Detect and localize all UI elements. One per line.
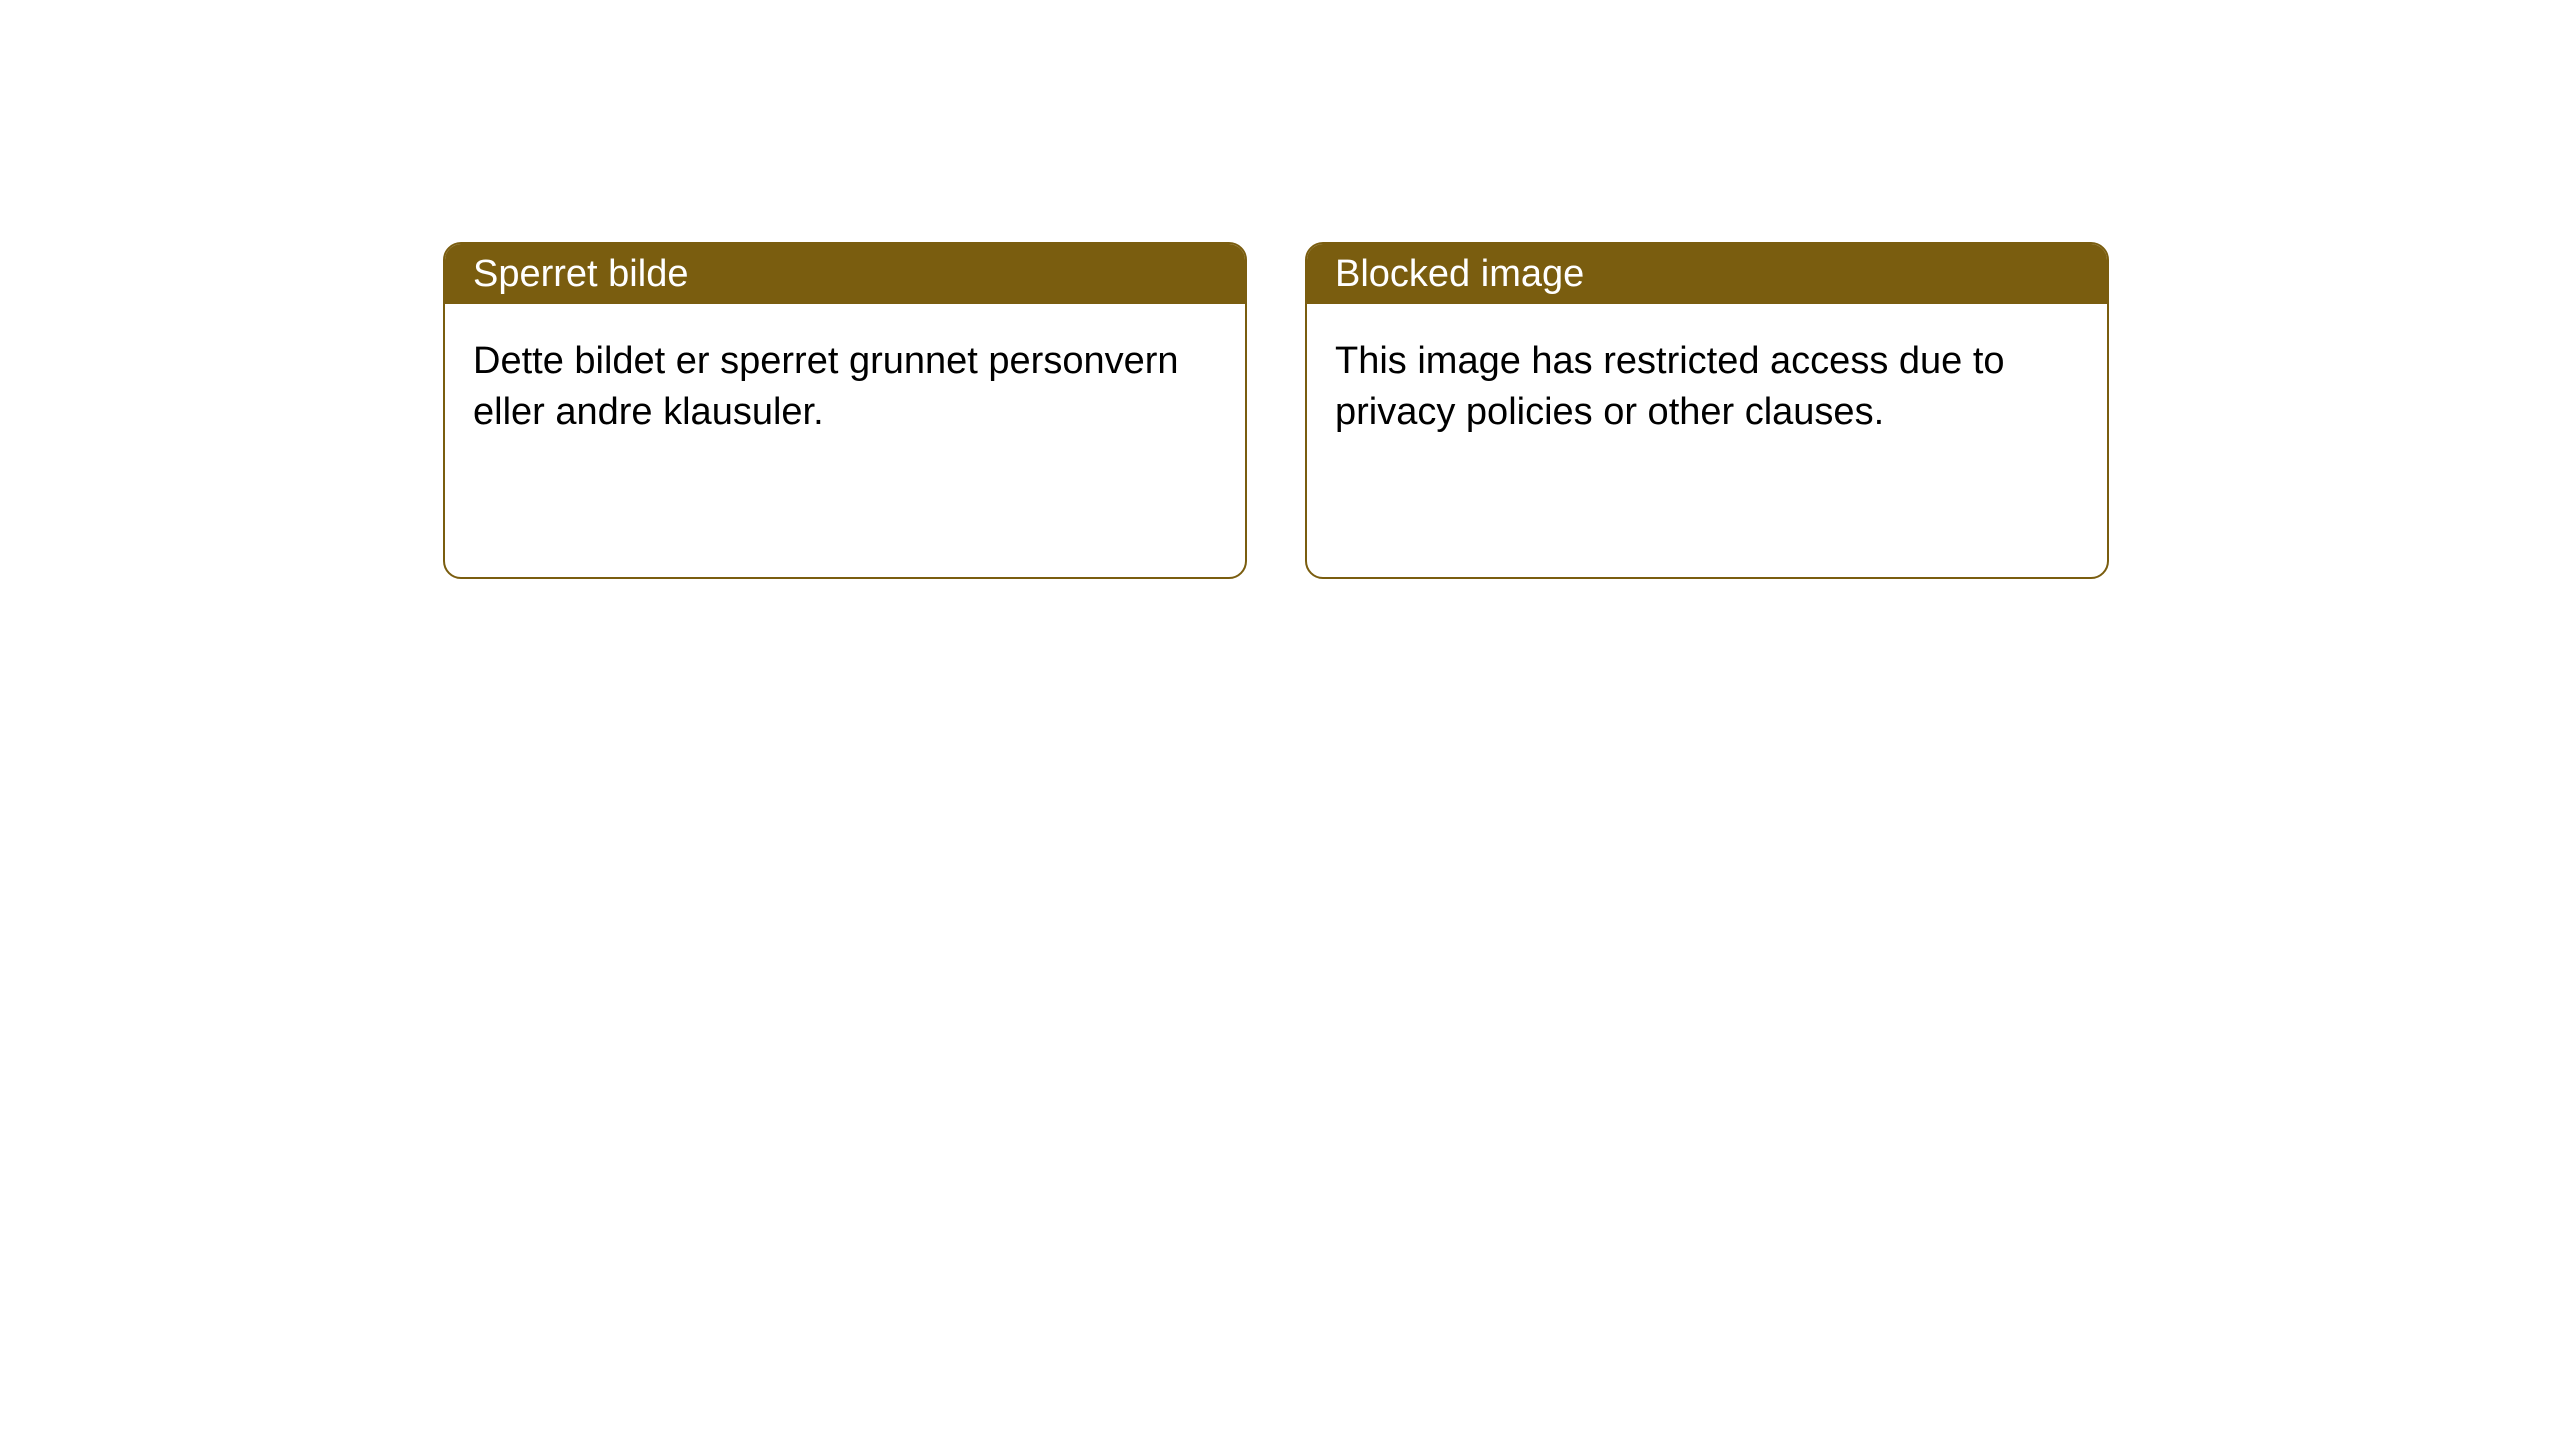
- notice-card-norwegian: Sperret bilde Dette bildet er sperret gr…: [443, 242, 1247, 579]
- card-header: Blocked image: [1307, 244, 2107, 304]
- card-body-text: This image has restricted access due to …: [1335, 340, 2005, 433]
- notice-cards-container: Sperret bilde Dette bildet er sperret gr…: [443, 242, 2109, 579]
- card-header: Sperret bilde: [445, 244, 1245, 304]
- card-title: Sperret bilde: [473, 253, 688, 296]
- card-body: Dette bildet er sperret grunnet personve…: [445, 304, 1245, 471]
- card-body: This image has restricted access due to …: [1307, 304, 2107, 471]
- card-body-text: Dette bildet er sperret grunnet personve…: [473, 340, 1179, 433]
- card-title: Blocked image: [1335, 253, 1584, 296]
- notice-card-english: Blocked image This image has restricted …: [1305, 242, 2109, 579]
